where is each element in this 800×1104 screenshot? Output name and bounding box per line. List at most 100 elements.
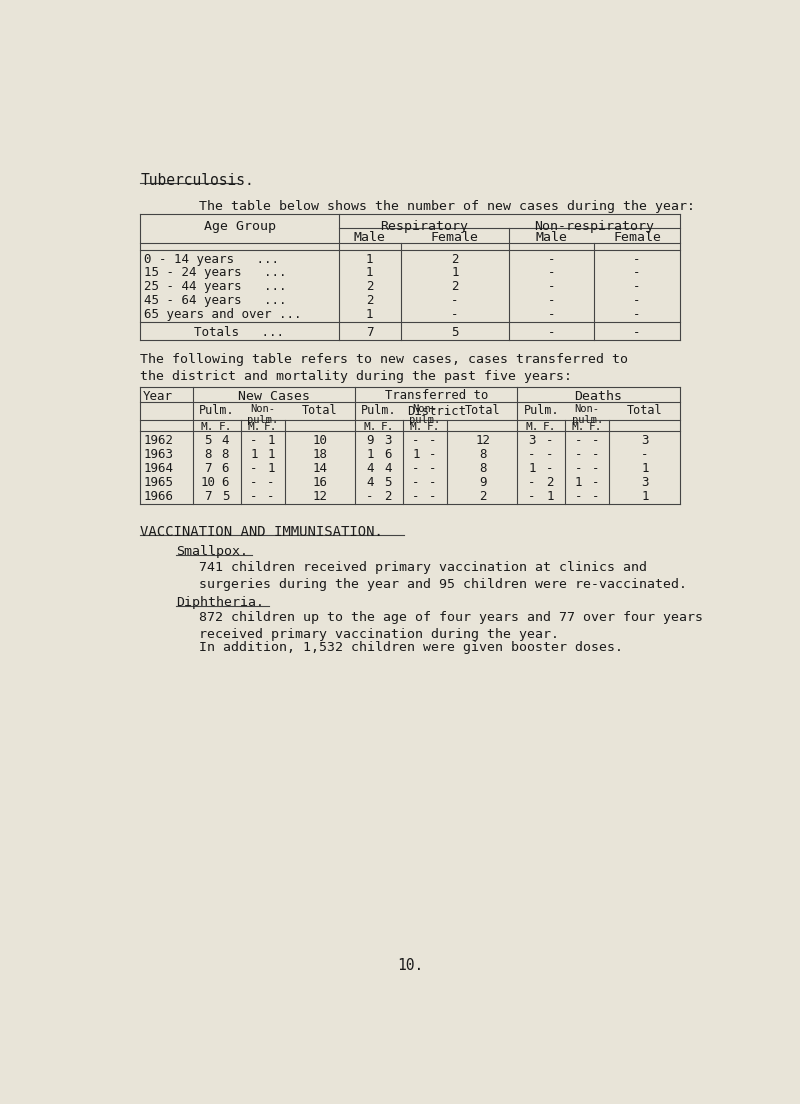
Text: 4: 4 (384, 463, 391, 475)
Text: -: - (528, 448, 536, 461)
Text: -: - (634, 294, 641, 307)
Text: In addition, 1,532 children were given booster doses.: In addition, 1,532 children were given b… (199, 640, 623, 654)
Text: M.: M. (526, 422, 539, 432)
Text: M.: M. (201, 422, 214, 432)
Text: 14: 14 (313, 463, 328, 475)
Text: -: - (267, 490, 274, 502)
Text: -: - (591, 448, 599, 461)
Text: Pulm.: Pulm. (199, 404, 234, 417)
Text: 1966: 1966 (143, 490, 174, 502)
Text: Total: Total (302, 404, 338, 417)
Text: -: - (546, 434, 554, 447)
Text: -: - (591, 476, 599, 489)
Text: F.: F. (543, 422, 557, 432)
Text: 1: 1 (641, 463, 649, 475)
Text: 1965: 1965 (143, 476, 174, 489)
Text: -: - (548, 253, 555, 266)
Text: M.: M. (571, 422, 585, 432)
Text: -: - (250, 490, 258, 502)
Text: Pulm.: Pulm. (523, 404, 559, 417)
Text: -: - (430, 463, 437, 475)
Text: 6: 6 (384, 448, 391, 461)
Text: 3: 3 (641, 476, 649, 489)
Text: -: - (574, 463, 582, 475)
Text: Pulm.: Pulm. (362, 404, 397, 417)
Text: 9: 9 (479, 476, 486, 489)
Text: 1: 1 (451, 266, 458, 279)
Text: The following table refers to new cases, cases transferred to
the district and m: The following table refers to new cases,… (140, 352, 628, 383)
Text: 12: 12 (475, 434, 490, 447)
Text: -: - (528, 490, 536, 502)
Text: -: - (548, 326, 555, 339)
Text: -: - (591, 490, 599, 502)
Text: F.: F. (381, 422, 394, 432)
Text: 4: 4 (366, 463, 374, 475)
Text: Deaths: Deaths (574, 390, 622, 403)
Text: Non-
pulm.: Non- pulm. (572, 404, 603, 425)
Text: -: - (250, 463, 258, 475)
Text: 1: 1 (574, 476, 582, 489)
Text: F.: F. (264, 422, 278, 432)
Text: -: - (412, 434, 420, 447)
Text: -: - (548, 280, 555, 294)
Text: F.: F. (589, 422, 602, 432)
Text: Transferred to
District: Transferred to District (385, 389, 488, 418)
Text: M.: M. (410, 422, 423, 432)
Text: 5: 5 (222, 490, 229, 502)
Text: 18: 18 (313, 448, 328, 461)
Text: 1: 1 (267, 448, 274, 461)
Text: Totals   ...: Totals ... (194, 326, 285, 339)
Text: Smallpox.: Smallpox. (176, 545, 248, 559)
Text: -: - (574, 490, 582, 502)
Text: VACCINATION AND IMMUNISATION.: VACCINATION AND IMMUNISATION. (140, 526, 383, 539)
Text: Female: Female (431, 231, 479, 244)
Text: -: - (574, 448, 582, 461)
Text: 5: 5 (204, 434, 211, 447)
Text: -: - (366, 490, 374, 502)
Text: -: - (591, 463, 599, 475)
Text: -: - (574, 434, 582, 447)
Text: Total: Total (464, 404, 500, 417)
Text: -: - (634, 308, 641, 321)
Text: New Cases: New Cases (238, 390, 310, 403)
Text: 1962: 1962 (143, 434, 174, 447)
Text: 2: 2 (366, 294, 374, 307)
Text: 1964: 1964 (143, 463, 174, 475)
Text: Male: Male (354, 231, 386, 244)
Text: 1: 1 (641, 490, 649, 502)
Text: 8: 8 (479, 448, 486, 461)
Text: -: - (548, 266, 555, 279)
Text: -: - (412, 490, 420, 502)
Text: -: - (451, 294, 458, 307)
Text: 3: 3 (641, 434, 649, 447)
Text: 2: 2 (479, 490, 486, 502)
Text: 3: 3 (528, 434, 536, 447)
Text: 2: 2 (384, 490, 391, 502)
Text: 6: 6 (222, 476, 229, 489)
Text: -: - (267, 476, 274, 489)
Text: 1: 1 (546, 490, 554, 502)
Text: 8: 8 (222, 448, 229, 461)
Text: 1: 1 (267, 434, 274, 447)
Text: 2: 2 (366, 280, 374, 294)
Text: M.: M. (363, 422, 377, 432)
Text: 8: 8 (479, 463, 486, 475)
Text: -: - (250, 434, 258, 447)
Text: -: - (591, 434, 599, 447)
Text: Year: Year (142, 390, 173, 403)
Text: 25 - 44 years   ...: 25 - 44 years ... (144, 280, 286, 294)
Text: 10.: 10. (397, 958, 423, 973)
Text: -: - (528, 476, 536, 489)
Text: -: - (634, 280, 641, 294)
Text: 9: 9 (366, 434, 374, 447)
Text: 1: 1 (267, 463, 274, 475)
Text: 1: 1 (366, 253, 374, 266)
Text: Total: Total (626, 404, 662, 417)
Text: -: - (430, 490, 437, 502)
Text: 1: 1 (366, 266, 374, 279)
Text: F.: F. (218, 422, 232, 432)
Text: -: - (634, 326, 641, 339)
Text: 65 years and over ...: 65 years and over ... (144, 308, 302, 321)
Text: -: - (430, 448, 437, 461)
Text: 7: 7 (204, 490, 211, 502)
